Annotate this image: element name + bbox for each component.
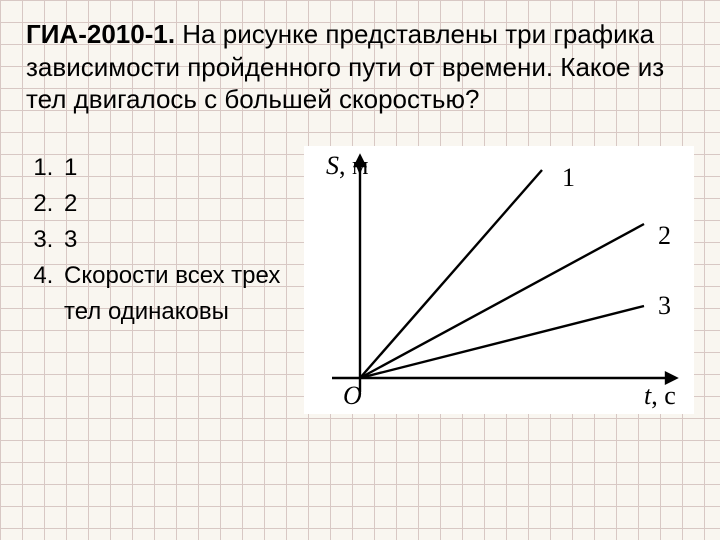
answer-list: 1 2 3 Скорости всех трех тел одинаковы <box>26 150 304 330</box>
line-2-label: 2 <box>658 221 671 250</box>
question-code: ГИА-2010-1. <box>26 19 175 49</box>
answer-option-3: 3 <box>60 222 304 258</box>
line-3 <box>360 306 644 378</box>
x-axis-label: t, с <box>644 381 676 410</box>
answer-option-4: Скорости всех трех тел одинаковы <box>60 258 304 330</box>
slide-root: { "title": { "prefix": "ГИА-2010-1.", "r… <box>0 0 720 540</box>
chart-svg: 1 2 3 S, м t, с O <box>304 146 694 414</box>
answer-options: 1 2 3 Скорости всех трех тел одинаковы <box>26 146 304 414</box>
answer-option-1: 1 <box>60 150 304 186</box>
line-3-label: 3 <box>658 291 671 320</box>
question-text: ГИА-2010-1. На рисунке представлены три … <box>26 18 694 116</box>
answer-option-2: 2 <box>60 186 304 222</box>
line-1-label: 1 <box>562 163 575 192</box>
distance-time-chart: 1 2 3 S, м t, с O <box>304 146 694 414</box>
line-1 <box>360 170 542 378</box>
y-axis-label: S, м <box>326 151 368 180</box>
line-2 <box>360 224 644 378</box>
origin-label: O <box>343 381 362 410</box>
content-row: 1 2 3 Скорости всех трех тел одинаковы 1… <box>26 146 694 414</box>
